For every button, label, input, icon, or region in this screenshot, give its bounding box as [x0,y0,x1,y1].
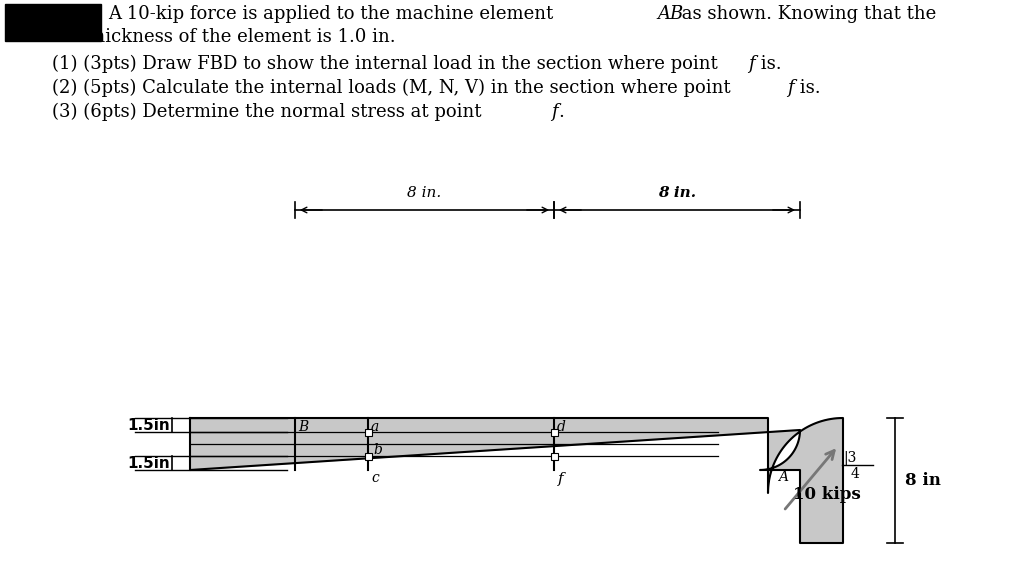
Text: 1.5in: 1.5in [127,456,170,470]
Text: 8 in: 8 in [905,472,941,489]
Text: 8 in.: 8 in. [658,186,696,200]
Text: .: . [558,103,564,121]
Text: is.: is. [755,55,781,73]
Text: 10 kips: 10 kips [794,486,861,503]
Text: f: f [748,55,755,73]
Text: a: a [371,420,379,434]
Text: A: A [778,470,788,484]
Bar [551,453,558,460]
Text: f: f [551,103,558,121]
Text: A 10-kip force is applied to the machine element: A 10-kip force is applied to the machine… [108,5,559,23]
Bar [365,453,372,460]
Text: is.: is. [794,79,820,97]
Bar [365,429,372,436]
Text: |3: |3 [843,451,856,466]
Text: (3) (6pts) Determine the normal stress at point: (3) (6pts) Determine the normal stress a… [52,103,487,121]
Text: b: b [373,443,382,457]
Text: as shown. Knowing that the: as shown. Knowing that the [676,5,936,23]
Text: f: f [558,472,563,486]
Polygon shape [190,418,843,543]
Text: d: d [557,420,566,434]
Text: 8 in.: 8 in. [408,186,441,200]
Text: (1) (3pts) Draw FBD to show the internal load in the section where point: (1) (3pts) Draw FBD to show the internal… [52,55,724,73]
Text: 1.5in: 1.5in [127,418,170,433]
Bar [5,4,101,41]
Text: f: f [787,79,794,97]
Text: B: B [298,420,308,434]
Bar [551,429,558,436]
Text: c: c [371,471,379,485]
Text: (2) (5pts) Calculate the internal loads (M, N, V) in the section where point: (2) (5pts) Calculate the internal loads … [52,79,736,97]
Text: AB: AB [657,5,683,23]
Text: uniform thickness of the element is 1.0 in.: uniform thickness of the element is 1.0 … [8,28,395,46]
Text: 4: 4 [851,467,860,481]
